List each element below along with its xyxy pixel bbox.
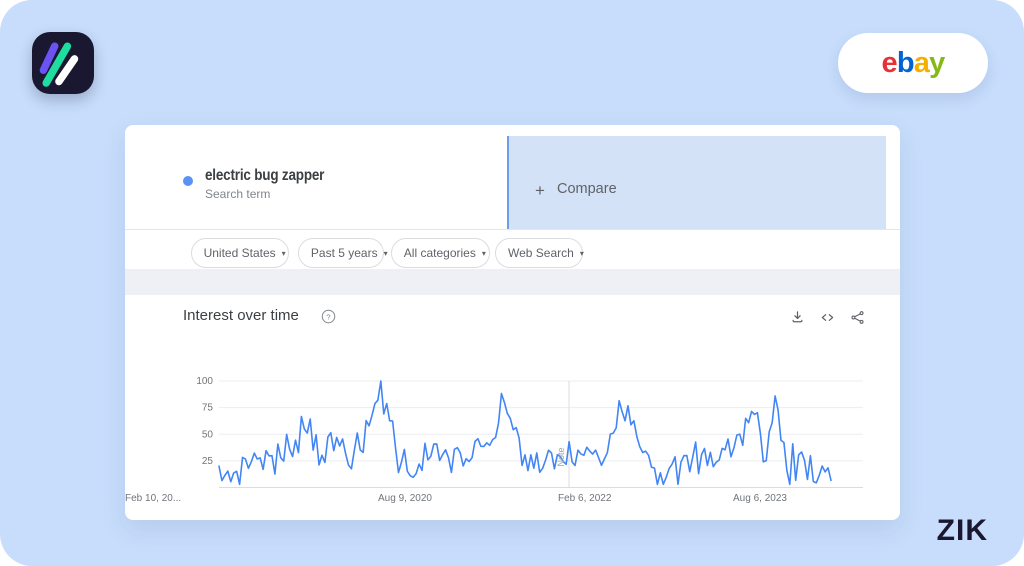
svg-text:100: 100 xyxy=(196,376,213,387)
svg-text:Feb 10, 20...: Feb 10, 20... xyxy=(125,493,181,504)
svg-text:Aug 6, 2023: Aug 6, 2023 xyxy=(733,493,787,504)
svg-text:75: 75 xyxy=(202,403,214,414)
svg-text:?: ? xyxy=(326,312,330,321)
svg-text:25: 25 xyxy=(202,456,214,467)
svg-text:Aug 9, 2020: Aug 9, 2020 xyxy=(378,493,432,504)
svg-text:Feb 6, 2022: Feb 6, 2022 xyxy=(558,493,612,504)
svg-text:Note: Note xyxy=(556,447,566,466)
svg-text:50: 50 xyxy=(202,429,214,440)
